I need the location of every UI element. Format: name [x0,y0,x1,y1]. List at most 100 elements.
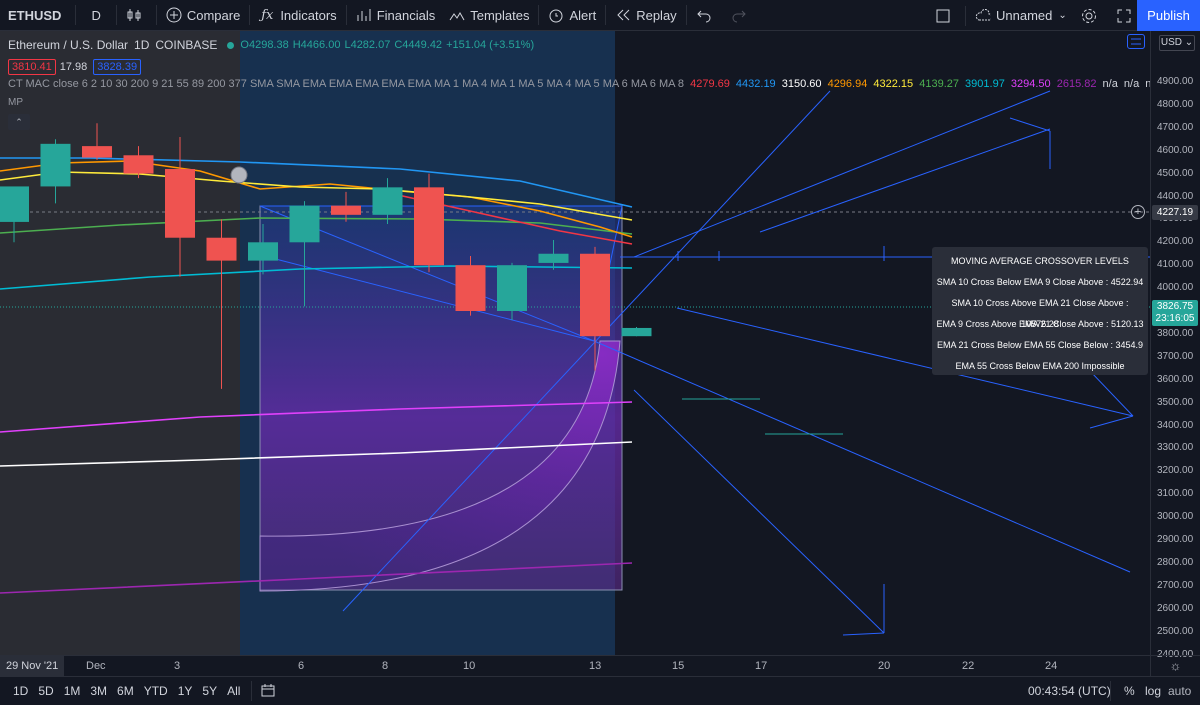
divider [75,5,77,25]
settings-button[interactable] [1074,0,1109,31]
time-label: 20 [878,660,891,672]
alarm-clock-icon [548,7,564,23]
trend-line[interactable] [676,307,1134,417]
compare-button[interactable]: Compare [159,0,247,31]
auto-toggle[interactable]: auto [1168,684,1192,698]
panel-line: SMA 10 Cross Below EMA 9 Close Above : 4… [936,277,1144,287]
price-tick: 4100.00 [1157,259,1194,271]
trend-line[interactable] [593,340,1131,573]
chart-type-button[interactable] [119,0,154,31]
range-button-1d[interactable]: 1D [13,684,29,698]
collapse-legend-button[interactable]: ⌃ [8,114,30,130]
time-axis[interactable]: 29 Nov '21 Dec 3 6 8 10 13 15 17 20 22 2… [0,655,1150,676]
divider [965,5,966,26]
redo-button[interactable] [724,0,759,31]
trend-line[interactable] [1009,117,1051,132]
interval-button[interactable]: D [91,7,101,23]
price-tick: 3600.00 [1157,373,1194,385]
indicators-label: Indicators [280,7,337,23]
ma-value: 3150.60 [778,78,822,90]
ma-line [0,171,633,221]
legend-title-row: Ethereum / U.S. Dollar 1D COINBASE O4298… [8,36,534,54]
redo-icon [731,7,747,23]
ma-indicator-legend[interactable]: CT MAC close 6 2 10 30 200 9 21 55 89 20… [8,78,1150,90]
templates-button[interactable]: Templates [442,0,536,31]
indicators-button[interactable]: ƒx Indicators [252,0,343,31]
add-alert-crosshair-button[interactable]: + [1131,205,1145,219]
expand-button[interactable] [1109,0,1144,31]
time-axis-settings[interactable]: ☼ [1150,655,1200,676]
price-tick: 4500.00 [1157,167,1194,179]
alert-button[interactable]: Alert [541,0,603,31]
chart-pane[interactable]: Ethereum / U.S. Dollar 1D COINBASE O4298… [0,31,1150,655]
legend-interval: 1D [134,38,150,52]
ma-line [0,160,633,238]
trend-line[interactable] [633,389,885,634]
range-button-5y[interactable]: 5Y [202,684,218,698]
undo-button[interactable] [689,0,724,31]
mp-indicator-label[interactable]: MP [8,97,23,108]
fullscreen-toggle[interactable] [928,0,963,31]
drawing-anchor[interactable] [230,166,248,184]
candle-body [372,187,403,215]
spread-value: 17.98 [59,61,88,73]
trend-line[interactable] [633,90,1051,258]
trend-line[interactable] [342,90,831,612]
ma-indicator-label: CT MAC close 6 2 10 30 200 9 21 55 89 20… [8,78,685,90]
panel-line: EMA 55 Cross Below EMA 200 Impossible [955,361,1125,371]
clock[interactable]: 00:43:54 (UTC) [1028,684,1111,698]
range-button-1y[interactable]: 1Y [177,684,193,698]
price-tick: 3800.00 [1157,327,1194,339]
last-price-tag: 3826.75 23:16:05 [1152,300,1198,326]
trend-line[interactable] [842,632,885,636]
range-button-all[interactable]: All [227,684,241,698]
ma-line [0,217,633,235]
last-price: 3826.75 [1156,301,1194,312]
panel-line: EMA 9 Cross Above EMA 21 Close Above : 5… [936,319,1144,329]
square-icon [935,8,951,24]
time-label: 3 [174,660,181,672]
range-button-5d[interactable]: 5D [38,684,54,698]
ask-price[interactable]: 3828.39 [93,59,142,75]
ma-value: 4139.27 [916,78,959,90]
ma-value: 4322.15 [870,78,914,90]
percent-toggle[interactable]: % [1124,684,1135,698]
range-button-3m[interactable]: 3M [90,684,108,698]
goto-date-button[interactable] [260,683,276,700]
price-tick: 3500.00 [1157,396,1194,408]
chart-canvas[interactable] [0,31,1150,655]
range-button-6m[interactable]: 6M [117,684,134,698]
trend-line[interactable] [1089,415,1134,429]
publish-button[interactable]: Publish [1137,0,1200,31]
candles [0,123,652,389]
ma-line [0,401,633,433]
price-tick: 4900.00 [1157,76,1194,87]
financials-button[interactable]: Financials [349,0,443,31]
time-label-start: 29 Nov '21 [0,656,65,676]
bid-price[interactable]: 3810.41 [8,59,56,75]
trend-line[interactable] [759,128,1051,233]
currency-button[interactable]: USD ⌄ [1159,35,1195,51]
replay-button[interactable]: Replay [608,0,683,31]
chart-settings-toggle[interactable] [1127,34,1145,49]
log-toggle[interactable]: log [1145,684,1162,698]
plus-circle-icon [166,7,182,23]
ohlc-change: +151.04 (+3.51%) [446,39,535,51]
financials-label: Financials [376,7,436,23]
price-tick: 3200.00 [1157,465,1194,477]
date-ranges: 1D 5D 1M 3M 6M YTD 1Y 5Y All [0,684,245,698]
price-tick: 4800.00 [1157,98,1194,110]
ma-value: 2615.82 [1053,78,1097,90]
trend-line[interactable] [1089,370,1134,417]
range-button-ytd[interactable]: YTD [143,684,168,698]
price-tick: 2500.00 [1157,625,1194,637]
layout-menu[interactable]: Unnamed ⌄ [968,0,1074,31]
range-button-1m[interactable]: 1M [63,684,81,698]
ma-value: n/a [1120,78,1140,90]
top-toolbar: ETHUSD D Compare ƒx Indicators Financial… [0,0,1200,31]
ma-line [0,441,633,467]
ma-line [0,562,633,594]
price-axis[interactable]: USD ⌄ 4900.00 4800.00 4700.00 4600.00 4500.0… [1150,31,1200,660]
symbol-search[interactable]: ETHUSD [8,7,62,23]
